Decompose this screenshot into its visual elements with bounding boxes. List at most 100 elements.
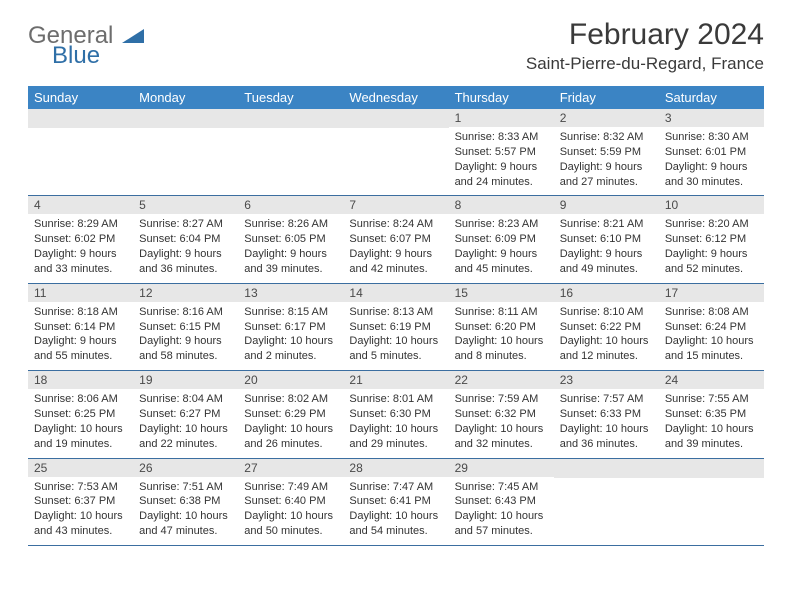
day-line-sunrise: Sunrise: 8:15 AM (244, 305, 337, 320)
day-line-daylight2: and 39 minutes. (665, 437, 758, 452)
day-line-sunset: Sunset: 6:09 PM (455, 232, 548, 247)
day-cell: 22Sunrise: 7:59 AMSunset: 6:32 PMDayligh… (449, 371, 554, 457)
day-number (659, 459, 764, 478)
day-cell: 11Sunrise: 8:18 AMSunset: 6:14 PMDayligh… (28, 284, 133, 370)
day-number: 2 (554, 109, 659, 127)
day-line-daylight1: Daylight: 10 hours (34, 509, 127, 524)
day-line-daylight2: and 49 minutes. (560, 262, 653, 277)
day-content: Sunrise: 8:16 AMSunset: 6:15 PMDaylight:… (133, 302, 238, 370)
day-line-sunrise: Sunrise: 8:01 AM (349, 392, 442, 407)
week-row: 18Sunrise: 8:06 AMSunset: 6:25 PMDayligh… (28, 371, 764, 458)
day-content: Sunrise: 8:06 AMSunset: 6:25 PMDaylight:… (28, 389, 133, 457)
day-line-daylight1: Daylight: 10 hours (665, 334, 758, 349)
day-content: Sunrise: 8:32 AMSunset: 5:59 PMDaylight:… (554, 127, 659, 195)
day-cell: 15Sunrise: 8:11 AMSunset: 6:20 PMDayligh… (449, 284, 554, 370)
day-content: Sunrise: 8:33 AMSunset: 5:57 PMDaylight:… (449, 127, 554, 195)
day-content: Sunrise: 8:02 AMSunset: 6:29 PMDaylight:… (238, 389, 343, 457)
day-number: 17 (659, 284, 764, 302)
brand-logo: General Blue (28, 24, 144, 68)
day-content: Sunrise: 7:51 AMSunset: 6:38 PMDaylight:… (133, 477, 238, 545)
day-number: 20 (238, 371, 343, 389)
day-line-daylight1: Daylight: 9 hours (349, 247, 442, 262)
day-line-daylight2: and 42 minutes. (349, 262, 442, 277)
day-line-sunset: Sunset: 6:43 PM (455, 494, 548, 509)
day-line-sunset: Sunset: 6:01 PM (665, 145, 758, 160)
day-content: Sunrise: 7:55 AMSunset: 6:35 PMDaylight:… (659, 389, 764, 457)
day-line-daylight2: and 58 minutes. (139, 349, 232, 364)
day-number: 26 (133, 459, 238, 477)
day-number: 15 (449, 284, 554, 302)
day-content: Sunrise: 8:01 AMSunset: 6:30 PMDaylight:… (343, 389, 448, 457)
day-line-daylight1: Daylight: 10 hours (244, 334, 337, 349)
day-line-sunset: Sunset: 6:20 PM (455, 320, 548, 335)
day-number: 18 (28, 371, 133, 389)
day-line-daylight2: and 47 minutes. (139, 524, 232, 539)
day-content: Sunrise: 8:10 AMSunset: 6:22 PMDaylight:… (554, 302, 659, 370)
day-content: Sunrise: 8:21 AMSunset: 6:10 PMDaylight:… (554, 214, 659, 282)
day-content: Sunrise: 8:30 AMSunset: 6:01 PMDaylight:… (659, 127, 764, 195)
week-row: 11Sunrise: 8:18 AMSunset: 6:14 PMDayligh… (28, 284, 764, 371)
day-content: Sunrise: 8:13 AMSunset: 6:19 PMDaylight:… (343, 302, 448, 370)
day-cell (343, 109, 448, 195)
day-content: Sunrise: 7:45 AMSunset: 6:43 PMDaylight:… (449, 477, 554, 545)
day-line-sunset: Sunset: 6:30 PM (349, 407, 442, 422)
day-number (28, 109, 133, 128)
day-number (133, 109, 238, 128)
day-cell: 16Sunrise: 8:10 AMSunset: 6:22 PMDayligh… (554, 284, 659, 370)
day-line-daylight1: Daylight: 10 hours (455, 509, 548, 524)
day-cell (554, 459, 659, 545)
month-title: February 2024 (526, 18, 764, 52)
day-line-daylight2: and 55 minutes. (34, 349, 127, 364)
day-cell: 13Sunrise: 8:15 AMSunset: 6:17 PMDayligh… (238, 284, 343, 370)
day-line-daylight2: and 54 minutes. (349, 524, 442, 539)
day-line-sunrise: Sunrise: 8:02 AM (244, 392, 337, 407)
day-line-sunrise: Sunrise: 7:45 AM (455, 480, 548, 495)
day-cell: 9Sunrise: 8:21 AMSunset: 6:10 PMDaylight… (554, 196, 659, 282)
day-number: 9 (554, 196, 659, 214)
day-line-sunset: Sunset: 5:59 PM (560, 145, 653, 160)
day-line-daylight1: Daylight: 9 hours (139, 247, 232, 262)
day-cell: 10Sunrise: 8:20 AMSunset: 6:12 PMDayligh… (659, 196, 764, 282)
day-line-sunset: Sunset: 6:15 PM (139, 320, 232, 335)
day-line-daylight1: Daylight: 10 hours (349, 334, 442, 349)
day-number (343, 109, 448, 128)
weekday-cell: Monday (133, 86, 238, 109)
day-number: 10 (659, 196, 764, 214)
day-cell: 4Sunrise: 8:29 AMSunset: 6:02 PMDaylight… (28, 196, 133, 282)
day-cell: 12Sunrise: 8:16 AMSunset: 6:15 PMDayligh… (133, 284, 238, 370)
day-line-daylight1: Daylight: 10 hours (244, 422, 337, 437)
day-content: Sunrise: 7:59 AMSunset: 6:32 PMDaylight:… (449, 389, 554, 457)
day-cell: 26Sunrise: 7:51 AMSunset: 6:38 PMDayligh… (133, 459, 238, 545)
day-line-daylight2: and 36 minutes. (139, 262, 232, 277)
day-number: 11 (28, 284, 133, 302)
day-number: 6 (238, 196, 343, 214)
day-line-daylight1: Daylight: 9 hours (665, 160, 758, 175)
day-line-daylight1: Daylight: 9 hours (455, 247, 548, 262)
weeks-container: 1Sunrise: 8:33 AMSunset: 5:57 PMDaylight… (28, 109, 764, 546)
day-line-sunrise: Sunrise: 8:21 AM (560, 217, 653, 232)
day-line-sunset: Sunset: 6:27 PM (139, 407, 232, 422)
day-line-sunset: Sunset: 6:41 PM (349, 494, 442, 509)
day-number: 16 (554, 284, 659, 302)
day-line-sunset: Sunset: 6:17 PM (244, 320, 337, 335)
day-line-daylight1: Daylight: 10 hours (560, 334, 653, 349)
day-cell: 6Sunrise: 8:26 AMSunset: 6:05 PMDaylight… (238, 196, 343, 282)
day-content: Sunrise: 8:24 AMSunset: 6:07 PMDaylight:… (343, 214, 448, 282)
day-line-sunset: Sunset: 6:04 PM (139, 232, 232, 247)
weekday-cell: Friday (554, 86, 659, 109)
day-line-daylight1: Daylight: 10 hours (139, 422, 232, 437)
day-line-sunrise: Sunrise: 8:11 AM (455, 305, 548, 320)
day-line-sunrise: Sunrise: 8:16 AM (139, 305, 232, 320)
header: General Blue February 2024 Saint-Pierre-… (28, 18, 764, 74)
day-line-sunset: Sunset: 6:33 PM (560, 407, 653, 422)
day-cell: 2Sunrise: 8:32 AMSunset: 5:59 PMDaylight… (554, 109, 659, 195)
calendar: SundayMondayTuesdayWednesdayThursdayFrid… (28, 86, 764, 546)
day-cell: 14Sunrise: 8:13 AMSunset: 6:19 PMDayligh… (343, 284, 448, 370)
day-cell: 25Sunrise: 7:53 AMSunset: 6:37 PMDayligh… (28, 459, 133, 545)
day-line-sunrise: Sunrise: 8:20 AM (665, 217, 758, 232)
day-cell: 8Sunrise: 8:23 AMSunset: 6:09 PMDaylight… (449, 196, 554, 282)
day-cell: 17Sunrise: 8:08 AMSunset: 6:24 PMDayligh… (659, 284, 764, 370)
day-line-daylight1: Daylight: 9 hours (139, 334, 232, 349)
day-cell: 5Sunrise: 8:27 AMSunset: 6:04 PMDaylight… (133, 196, 238, 282)
day-cell: 23Sunrise: 7:57 AMSunset: 6:33 PMDayligh… (554, 371, 659, 457)
